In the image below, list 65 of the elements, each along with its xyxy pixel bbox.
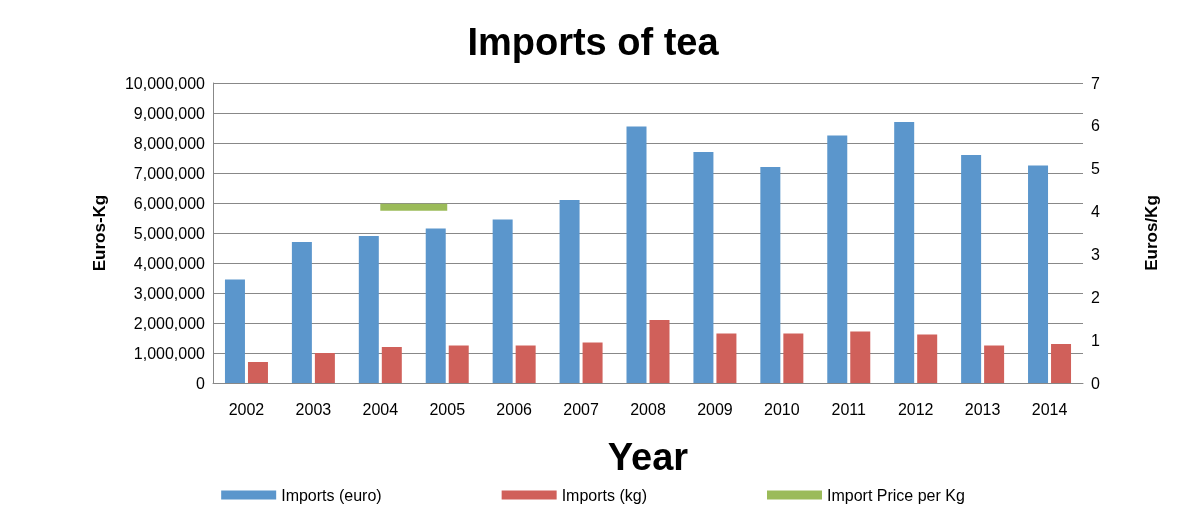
y-tick-label: 3,000,000: [133, 284, 206, 302]
bar: [247, 362, 268, 383]
bar: [760, 167, 781, 383]
bar: [515, 345, 536, 383]
bar: [1028, 165, 1049, 383]
x-axis-title: Year: [607, 436, 689, 478]
y2-tick-label: 2: [1091, 288, 1100, 306]
x-tick-label: 2005: [429, 400, 466, 418]
bar: [425, 228, 446, 383]
bar: [917, 334, 938, 383]
x-tick-label: 2010: [764, 400, 800, 418]
bar: [492, 219, 513, 383]
bar: [448, 345, 469, 383]
y-tick-label: 5,000,000: [133, 224, 206, 242]
bar: [314, 353, 335, 383]
y2-tick-label: 0: [1091, 374, 1100, 392]
y-axis-title: Euros-Kg: [90, 194, 109, 272]
bar: [716, 333, 737, 383]
y2-tick-label: 6: [1091, 117, 1100, 135]
x-tick-label: 2004: [362, 400, 399, 418]
bar: [358, 236, 379, 383]
y-tick-label: 0: [196, 374, 206, 392]
bar: [1051, 344, 1072, 383]
y-tick-label: 2,000,000: [133, 314, 206, 332]
x-tick-label: 2002: [228, 400, 265, 418]
bar: [224, 279, 245, 383]
y2-tick-label: 3: [1091, 245, 1100, 263]
bar: [559, 200, 580, 383]
legend-label: Imports (euro): [281, 486, 382, 504]
y2-tick-label: 1: [1091, 331, 1100, 349]
y2-axis-title: Euros/Kg: [1142, 195, 1161, 271]
bar: [381, 347, 402, 383]
bar: [649, 320, 670, 383]
y2-tick-label: 7: [1091, 74, 1100, 92]
x-tick-label: 2007: [563, 400, 599, 418]
bar: [783, 333, 804, 383]
y-tick-label: 4,000,000: [133, 254, 206, 272]
x-tick-label: 2011: [831, 400, 867, 418]
y-tick-label: 7,000,000: [133, 164, 206, 182]
chart-title: Imports of tea: [467, 21, 720, 63]
bar: [827, 135, 848, 383]
bar: [582, 342, 603, 383]
bar: [693, 152, 714, 383]
x-tick-label: 2013: [964, 400, 1001, 418]
y-tick-label: 9,000,000: [133, 104, 206, 122]
y-tick-label: 1,000,000: [133, 344, 206, 362]
y-tick-label: 8,000,000: [133, 134, 206, 152]
bar: [850, 331, 871, 383]
bar: [894, 122, 915, 383]
bar: [626, 126, 647, 383]
y-tick-label: 10,000,000: [124, 74, 206, 92]
x-tick-label: 2006: [496, 400, 533, 418]
legend-label: Import Price per Kg: [826, 486, 965, 504]
bar: [291, 242, 312, 383]
x-tick-label: 2003: [295, 400, 332, 418]
legend-label: Imports (kg): [561, 486, 647, 504]
x-tick-label: 2014: [1031, 400, 1068, 418]
y2-tick-label: 4: [1091, 203, 1100, 221]
bar: [961, 155, 982, 383]
x-tick-label: 2009: [697, 400, 733, 418]
y-tick-label: 6,000,000: [133, 194, 206, 212]
bar: [984, 345, 1005, 383]
x-tick-label: 2012: [897, 400, 934, 418]
x-tick-label: 2008: [630, 400, 666, 418]
y2-tick-label: 5: [1091, 160, 1100, 178]
